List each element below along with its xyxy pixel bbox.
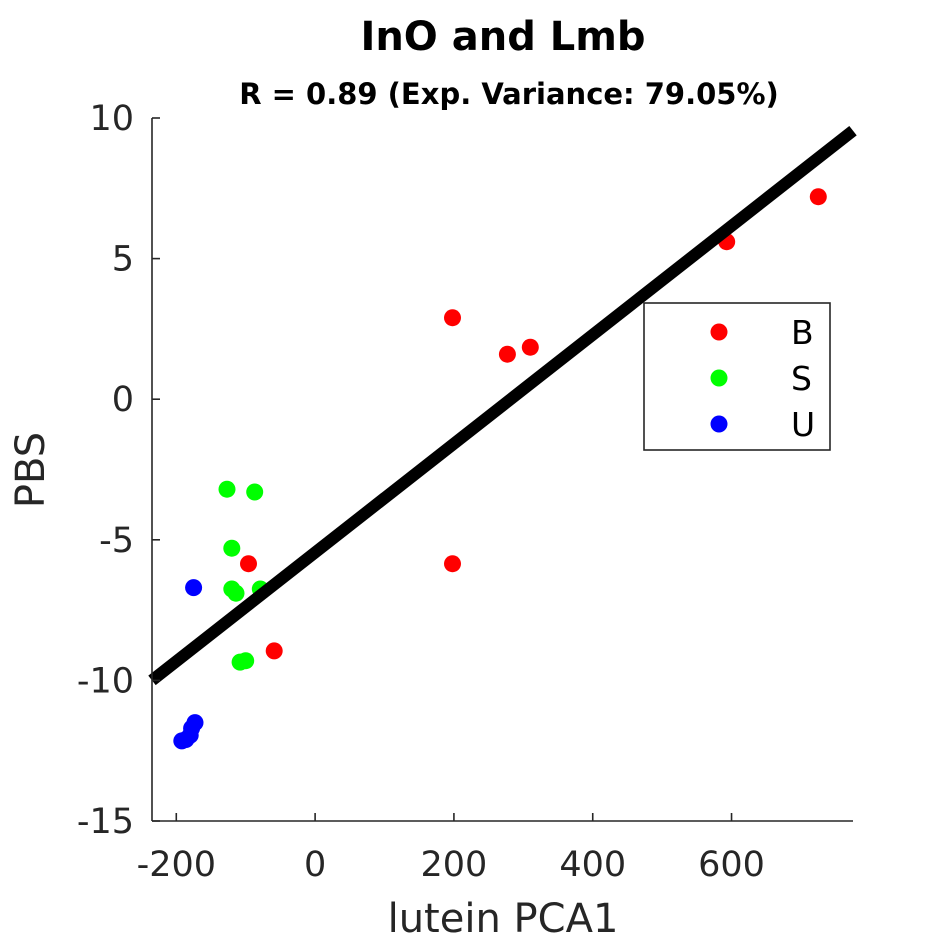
x-axis-label: lutein PCA1 (388, 896, 619, 942)
x-tick-label: 600 (698, 845, 765, 885)
fit-line (148, 125, 857, 686)
data-point (521, 338, 539, 356)
y-tick-label: -10 (77, 661, 134, 701)
data-point (185, 579, 203, 597)
data-point (240, 555, 257, 573)
y-tick-label: 10 (89, 99, 134, 139)
legend: BSU (643, 302, 831, 451)
legend-box (643, 302, 831, 451)
y-tick-label: -15 (77, 802, 134, 842)
data-point (444, 309, 461, 327)
data-point (809, 188, 827, 206)
x-axis-ticks: -200 0 200 400 600 (137, 813, 765, 885)
x-tick-label: -200 (137, 845, 216, 885)
legend-marker (710, 323, 728, 341)
y-tick-label: 5 (112, 240, 134, 280)
legend-items: BSU (710, 313, 815, 444)
data-point (227, 584, 245, 602)
data-point (231, 653, 249, 671)
chart-title: InO and Lmb (360, 14, 645, 60)
data-point (223, 539, 241, 557)
legend-label: B (791, 313, 814, 352)
legend-label: S (791, 359, 812, 398)
x-tick-label: 400 (559, 845, 626, 885)
regression-line (148, 125, 857, 686)
legend-marker (710, 415, 728, 433)
data-point (498, 345, 516, 363)
data-point (444, 555, 461, 573)
data-point (173, 732, 191, 750)
axes (151, 118, 853, 822)
legend-marker (710, 369, 728, 387)
data-point (218, 480, 236, 498)
chart-subtitle: R = 0.89 (Exp. Variance: 79.05%) (239, 77, 779, 111)
x-tick-label: 200 (421, 845, 488, 885)
data-point (265, 642, 283, 660)
y-tick-label: -5 (99, 521, 134, 561)
legend-label: U (791, 405, 815, 444)
y-axis-ticks: -15 -10 -5 0 5 10 (77, 99, 160, 842)
y-axis-label: PBS (8, 432, 54, 508)
y-tick-label: 0 (112, 380, 134, 420)
data-point (246, 483, 264, 501)
x-tick-label: 0 (304, 845, 326, 885)
